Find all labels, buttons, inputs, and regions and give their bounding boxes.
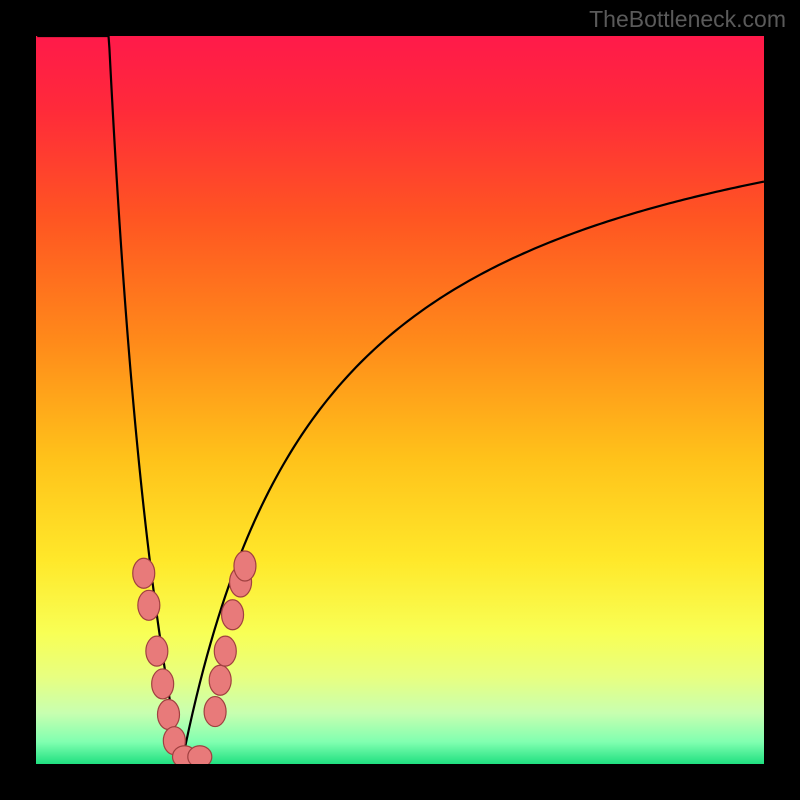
bead-marker [222,600,244,630]
bead-marker [209,665,231,695]
bead-marker [234,551,256,581]
plot-area-background [36,36,764,764]
bead-marker [214,636,236,666]
bead-marker [152,669,174,699]
bead-marker [204,697,226,727]
bead-marker [146,636,168,666]
chart-svg [0,0,800,800]
bead-marker [158,700,180,730]
bead-marker [133,558,155,588]
bead-marker [138,590,160,620]
chart-root: TheBottleneck.com [0,0,800,800]
watermark-text: TheBottleneck.com [589,6,786,33]
